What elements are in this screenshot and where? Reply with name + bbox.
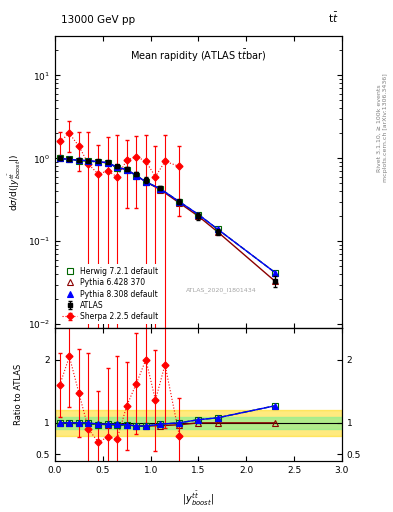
Y-axis label: Ratio to ATLAS: Ratio to ATLAS — [15, 364, 24, 425]
Bar — [55, 410, 342, 436]
Pythia 6.428 370 — [158, 186, 163, 193]
Text: ATLAS_2020_I1801434: ATLAS_2020_I1801434 — [186, 287, 257, 293]
Pythia 8.308 default — [134, 173, 139, 179]
Pythia 6.428 370 — [67, 156, 72, 162]
Pythia 8.308 default — [196, 211, 201, 218]
Pythia 8.308 default — [77, 157, 81, 163]
Pythia 8.308 default — [215, 226, 220, 232]
Herwig 7.2.1 default — [105, 159, 110, 165]
Pythia 6.428 370 — [86, 158, 91, 164]
Herwig 7.2.1 default — [77, 158, 81, 164]
Text: t$\bar{t}$: t$\bar{t}$ — [327, 10, 338, 25]
Pythia 6.428 370 — [143, 179, 148, 185]
Pythia 6.428 370 — [57, 155, 62, 161]
Pythia 8.308 default — [57, 155, 62, 161]
Pythia 6.428 370 — [177, 200, 182, 206]
Pythia 8.308 default — [96, 159, 101, 165]
Herwig 7.2.1 default — [215, 226, 220, 232]
Herwig 7.2.1 default — [143, 179, 148, 185]
Herwig 7.2.1 default — [67, 156, 72, 162]
Text: mcplots.cern.ch [arXiv:1306.3436]: mcplots.cern.ch [arXiv:1306.3436] — [383, 74, 387, 182]
Herwig 7.2.1 default — [96, 159, 101, 165]
Pythia 8.308 default — [143, 179, 148, 185]
Pythia 6.428 370 — [115, 164, 119, 170]
Pythia 8.308 default — [158, 186, 163, 192]
Pythia 6.428 370 — [134, 173, 139, 179]
Line: Pythia 8.308 default: Pythia 8.308 default — [57, 156, 278, 275]
Herwig 7.2.1 default — [158, 186, 163, 192]
Herwig 7.2.1 default — [57, 155, 62, 161]
Herwig 7.2.1 default — [125, 166, 129, 173]
Pythia 8.308 default — [115, 164, 119, 170]
Text: 13000 GeV pp: 13000 GeV pp — [61, 14, 135, 25]
Herwig 7.2.1 default — [115, 165, 119, 171]
Text: Rivet 3.1.10, ≥ 100k events: Rivet 3.1.10, ≥ 100k events — [377, 84, 382, 172]
Legend: Herwig 7.2.1 default, Pythia 6.428 370, Pythia 8.308 default, ATLAS, Sherpa 2.2.: Herwig 7.2.1 default, Pythia 6.428 370, … — [59, 264, 162, 324]
Y-axis label: d$\sigma$/d($|y^{t\bar{t}}_{boost}|$): d$\sigma$/d($|y^{t\bar{t}}_{boost}|$) — [7, 153, 24, 210]
Pythia 6.428 370 — [77, 157, 81, 163]
Pythia 8.308 default — [86, 158, 91, 164]
Text: Mean rapidity (ATLAS t$\bar{t}$bar): Mean rapidity (ATLAS t$\bar{t}$bar) — [130, 48, 267, 63]
Pythia 6.428 370 — [105, 160, 110, 166]
Bar — [55, 417, 342, 429]
Herwig 7.2.1 default — [134, 173, 139, 179]
Pythia 6.428 370 — [273, 278, 277, 284]
Herwig 7.2.1 default — [86, 158, 91, 164]
Herwig 7.2.1 default — [196, 211, 201, 218]
Line: Pythia 6.428 370: Pythia 6.428 370 — [57, 156, 278, 284]
Pythia 8.308 default — [125, 166, 129, 173]
Pythia 8.308 default — [177, 199, 182, 205]
Pythia 6.428 370 — [125, 166, 129, 173]
Herwig 7.2.1 default — [177, 199, 182, 205]
Herwig 7.2.1 default — [273, 269, 277, 275]
Pythia 8.308 default — [67, 156, 72, 162]
Pythia 6.428 370 — [96, 159, 101, 165]
Pythia 8.308 default — [273, 269, 277, 275]
Pythia 6.428 370 — [196, 213, 201, 219]
Pythia 6.428 370 — [215, 229, 220, 235]
X-axis label: $|y^{t\bar{t}}_{boost}|$: $|y^{t\bar{t}}_{boost}|$ — [182, 490, 215, 508]
Line: Herwig 7.2.1 default: Herwig 7.2.1 default — [57, 156, 278, 275]
Pythia 8.308 default — [105, 159, 110, 165]
